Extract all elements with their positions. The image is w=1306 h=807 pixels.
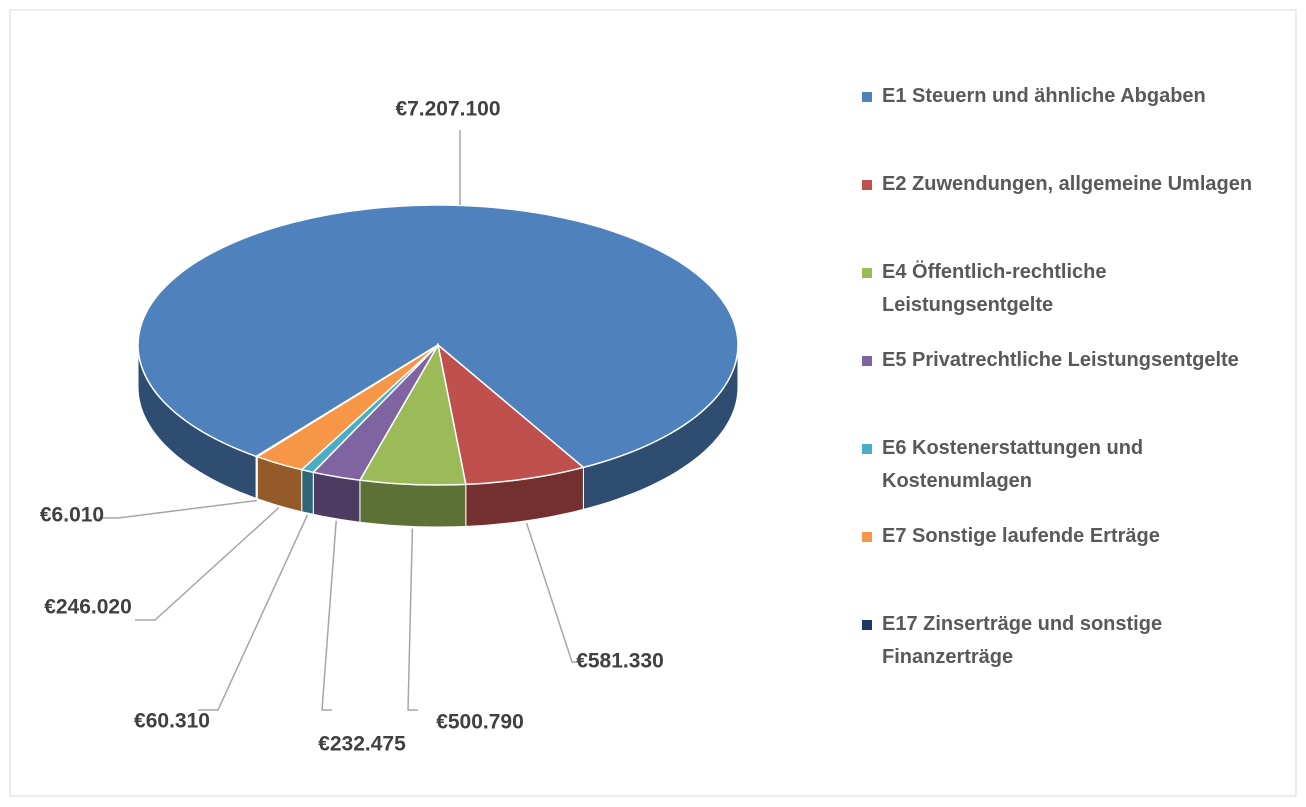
slice <box>358 342 467 486</box>
legend-item: E17 Zinserträge und sonstige Finanzerträ… <box>862 608 1272 674</box>
slice-side <box>359 479 467 528</box>
data-label: €7.207.100 <box>395 98 500 121</box>
legend-item: E1 Steuern und ähnliche Abgaben <box>862 80 1272 113</box>
legend-item: E2 Zuwendungen, allgemeine Umlagen <box>862 168 1272 201</box>
legend-item: E7 Sonstige laufende Erträge <box>862 520 1272 553</box>
legend-item: E5 Privatrechtliche Leistungsentgelte <box>862 344 1272 377</box>
legend-label: E7 Sonstige laufende Erträge <box>882 525 1160 547</box>
leader-line <box>135 507 280 621</box>
slice <box>311 344 439 482</box>
legend-swatch <box>862 444 872 454</box>
data-label: €500.790 <box>436 711 524 734</box>
legend-swatch <box>862 268 872 278</box>
slice <box>436 343 586 486</box>
legend-label: E5 Privatrechtliche Leistungsentgelte <box>882 349 1239 371</box>
leader-line <box>321 520 337 711</box>
leader-line <box>98 499 257 519</box>
legend-swatch <box>862 356 872 366</box>
data-label: €581.330 <box>576 650 664 673</box>
legend-label: E4 Öffentlich-rechtliche Leistungsentgel… <box>882 261 1107 316</box>
slice <box>255 344 439 471</box>
legend-label: E17 Zinserträge und sonstige Finanzerträ… <box>882 613 1163 668</box>
slice-side <box>255 455 258 500</box>
legend-item: E6 Kostenerstattungen und Kostenumlagen <box>862 432 1272 498</box>
legend-swatch <box>862 620 872 630</box>
legend-item: E4 Öffentlich-rechtliche Leistungsentgel… <box>862 256 1272 322</box>
legend-swatch <box>862 180 872 190</box>
leader-line <box>525 522 582 663</box>
slice-side <box>301 469 314 515</box>
legend-label: E2 Zuwendungen, allgemeine Umlagen <box>882 173 1253 195</box>
legend-swatch <box>862 92 872 102</box>
data-label: €246.020 <box>44 596 132 619</box>
legend-label: E1 Steuern und ähnliche Abgaben <box>882 85 1206 107</box>
leader-line <box>198 514 309 711</box>
legend-label: E6 Kostenerstattungen und Kostenumlagen <box>882 437 1144 492</box>
slice <box>137 204 739 469</box>
data-label: €60.310 <box>134 710 210 733</box>
leader-line <box>407 528 418 711</box>
legend-swatch <box>862 532 872 542</box>
data-label: €6.010 <box>40 504 104 527</box>
slice <box>254 344 439 458</box>
data-label: €232.475 <box>318 733 406 756</box>
